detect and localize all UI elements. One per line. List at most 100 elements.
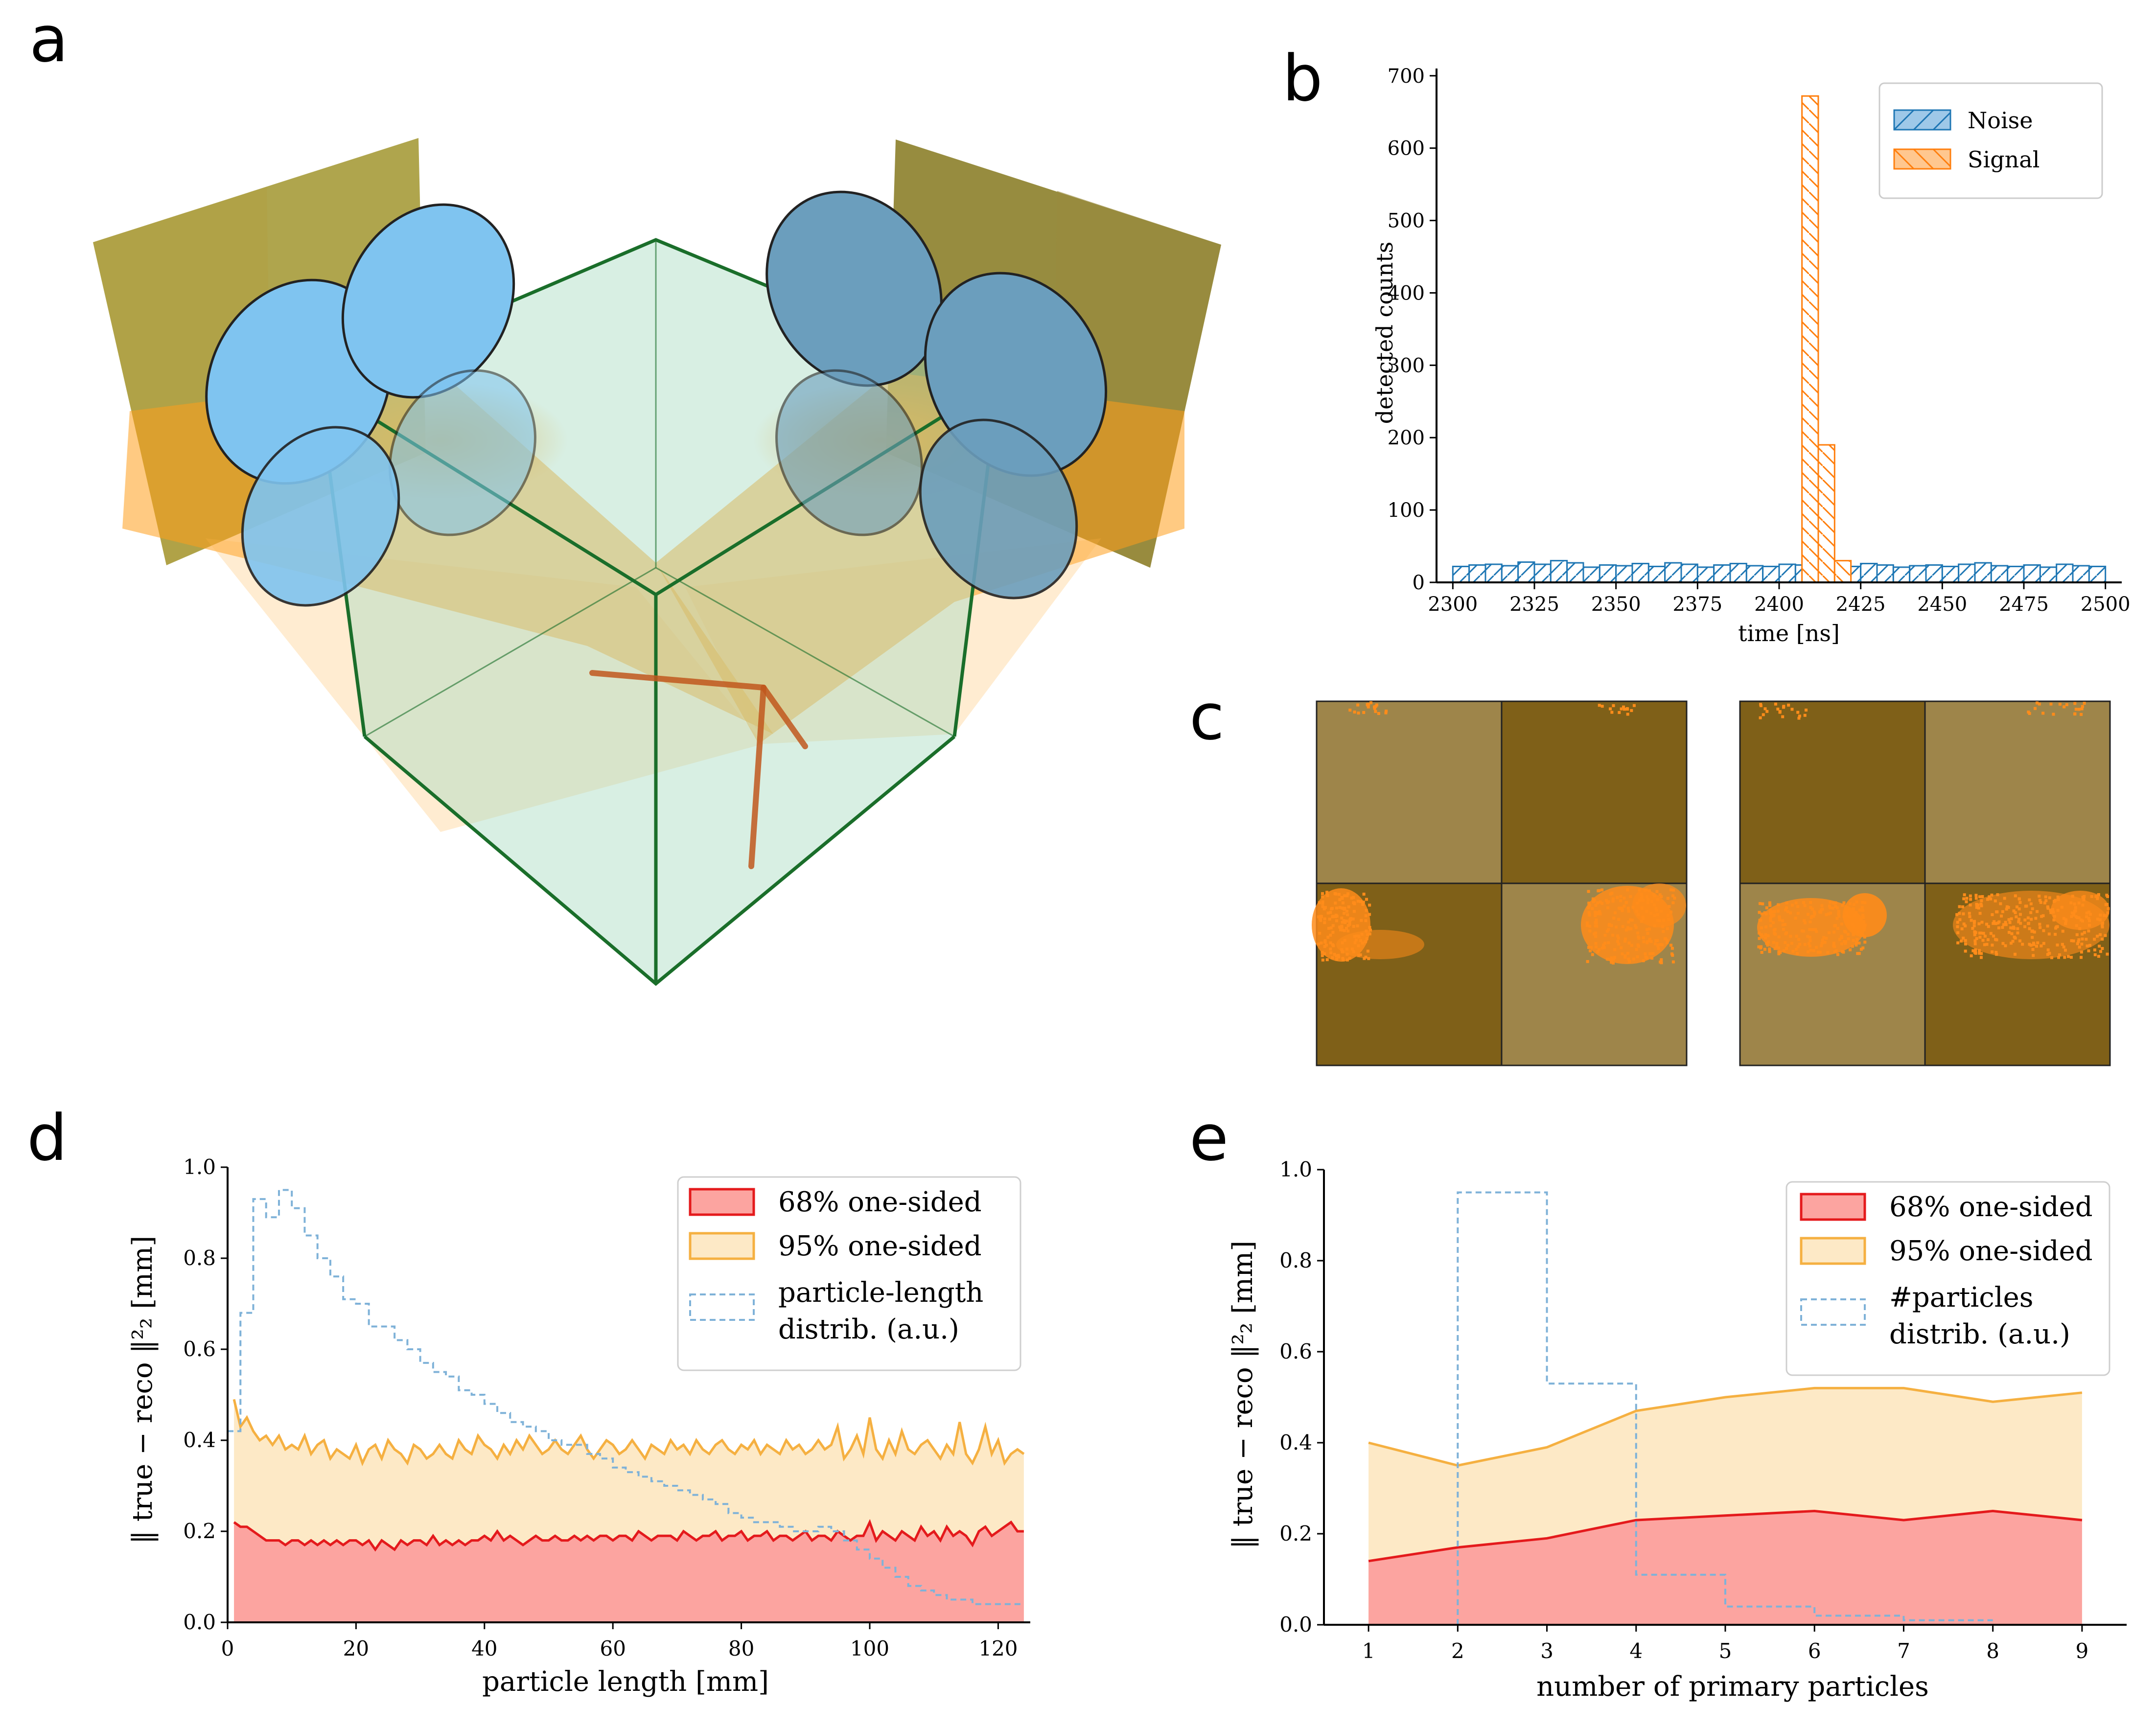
x-tick-label: 40 — [471, 1637, 497, 1661]
signal-bar — [1817, 444, 1835, 583]
hit-dot — [1347, 905, 1350, 909]
hit-dot — [2093, 948, 2096, 952]
hit-dot — [1623, 937, 1627, 941]
hit-dot — [1803, 904, 1807, 907]
hit-dot — [1829, 900, 1832, 904]
noise-bar — [1599, 564, 1617, 583]
hit-dot — [1352, 896, 1355, 899]
hit-dot — [1672, 888, 1675, 892]
hit-dot — [1632, 704, 1636, 707]
hit-dot — [2031, 929, 2034, 933]
hit-dot — [1334, 915, 1337, 919]
hit-dot — [1796, 905, 1800, 908]
noise-bar — [1452, 565, 1470, 583]
hit-dot — [1808, 945, 1812, 948]
hit-dot — [1321, 905, 1324, 908]
hit-dot — [1357, 711, 1360, 715]
hit-dot — [2104, 934, 2107, 937]
x-tick-label: 0 — [221, 1637, 234, 1661]
hit-dot — [1832, 942, 1835, 945]
x-tick-label: 2475 — [1999, 593, 2049, 616]
hit-dot — [2017, 920, 2020, 923]
hit-dot — [2076, 916, 2079, 920]
hit-dot — [1341, 949, 1344, 953]
hit-dot — [1774, 702, 1777, 706]
hit-dot — [2039, 901, 2042, 904]
hit-dot — [1341, 941, 1344, 945]
hit-dot — [1638, 899, 1642, 902]
hit-dot — [1778, 918, 1782, 922]
hit-dot — [1345, 952, 1349, 956]
hit-dot — [2085, 915, 2088, 919]
hit-dot — [2014, 894, 2017, 898]
noise-bar — [1713, 564, 1731, 583]
noise-bar — [1876, 564, 1894, 583]
hit-dot — [1776, 909, 1780, 913]
hit-dot — [1764, 933, 1767, 937]
hit-dot — [2073, 713, 2077, 716]
hit-dot — [2087, 917, 2090, 920]
hit-dot — [1591, 953, 1594, 956]
hit-dot — [1596, 911, 1600, 914]
hit-dot — [1786, 910, 1789, 913]
hit-dot — [1331, 930, 1335, 934]
hit-dot — [1610, 891, 1614, 895]
hit-dot — [1632, 957, 1636, 961]
hit-dot — [1848, 915, 1851, 919]
hit-dot — [1651, 952, 1655, 955]
hit-dot — [2088, 923, 2091, 927]
hit-dot — [2086, 944, 2089, 947]
hit-dot — [1364, 914, 1368, 918]
lens — [919, 418, 1078, 600]
hit-dot — [1827, 931, 1831, 934]
hit-dot — [1769, 924, 1773, 927]
hit-dot — [1317, 942, 1320, 946]
hit-dot — [2103, 914, 2106, 917]
hit-dot — [1619, 899, 1623, 902]
hit-dot — [1350, 947, 1354, 951]
hit-dot — [1346, 892, 1349, 896]
x-tick-label: 2350 — [1591, 593, 1641, 616]
hit-dot — [2071, 895, 2074, 898]
hit-dot — [1666, 939, 1669, 942]
hit-dot — [1339, 928, 1343, 932]
hit-dot — [1991, 913, 1994, 916]
hit-dot — [1823, 941, 1827, 944]
noise-bar — [2088, 565, 2107, 583]
hit-dot — [1377, 712, 1380, 715]
hit-dot — [1591, 897, 1595, 900]
noise-bar — [1501, 565, 1519, 583]
hit-dot — [1790, 942, 1793, 945]
hit-dot — [1996, 893, 1999, 897]
hit-dot — [2081, 937, 2084, 941]
hit-dot — [1323, 945, 1326, 948]
hit-dot — [2026, 916, 2030, 920]
hit-dot — [1331, 956, 1334, 959]
y-tick-label: 0.2 — [183, 1519, 216, 1543]
hit-dot — [1340, 948, 1344, 951]
hit-dot — [1642, 936, 1645, 940]
hit-dot — [1648, 938, 1651, 941]
noise-bar — [1468, 564, 1486, 583]
hit-dot — [1978, 912, 1982, 915]
hit-dot — [1980, 952, 1983, 955]
hit-dot — [1759, 716, 1762, 719]
hit-dot — [2063, 705, 2066, 709]
x-tick-label: 2400 — [1754, 593, 1804, 616]
hit-dot — [1324, 944, 1328, 947]
hit-dot — [2000, 914, 2003, 918]
hit-dot — [1594, 924, 1597, 928]
hit-dot — [1671, 960, 1675, 964]
hit-dot — [1990, 893, 1994, 897]
hit-dot — [1796, 945, 1800, 948]
hit-dot — [1602, 944, 1605, 947]
hit-dot — [1352, 910, 1356, 913]
hit-dot — [2081, 705, 2084, 708]
hit-dot — [1768, 909, 1772, 912]
hit-dot — [1656, 944, 1660, 947]
chart-b-ylabel: detected counts — [1371, 242, 1398, 424]
hit-dot — [1318, 901, 1321, 904]
hit-dot — [1621, 925, 1624, 928]
hit-dot — [1610, 956, 1613, 960]
legend-signal-swatch — [1893, 148, 1951, 170]
